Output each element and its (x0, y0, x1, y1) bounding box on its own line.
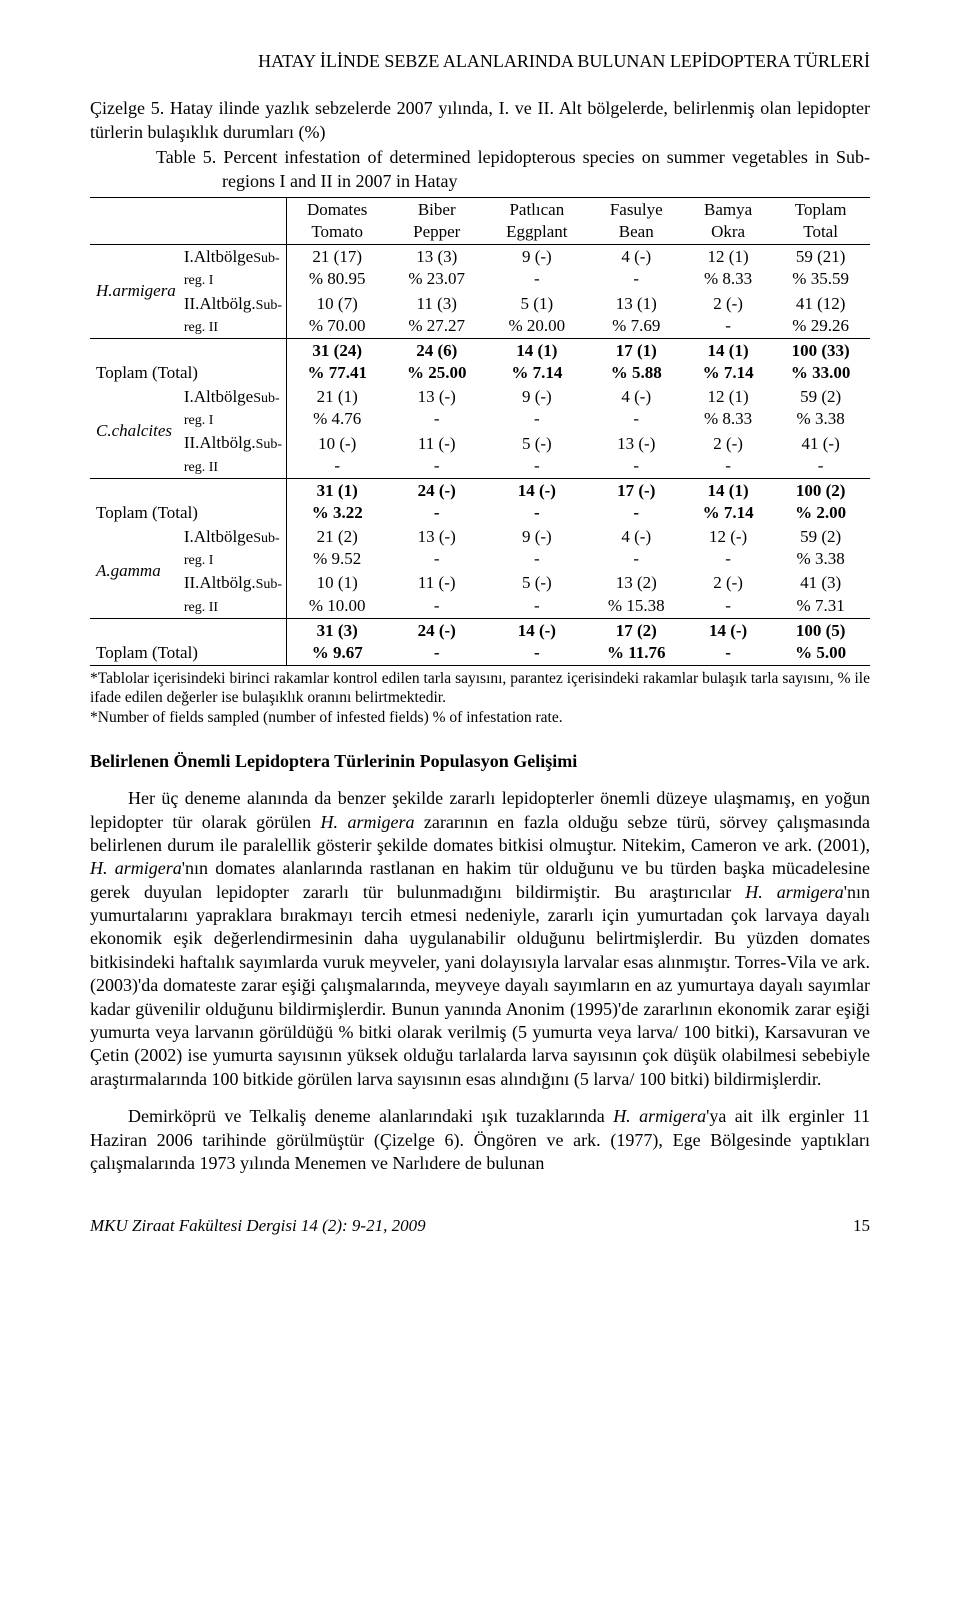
page-footer: MKU Ziraat Fakültesi Dergisi 14 (2): 9-2… (90, 1215, 870, 1237)
total-label: Toplam (Total) (90, 338, 287, 385)
data-cell: 11 (-)- (387, 571, 486, 618)
subregion-label: II.Altbölg.Sub-reg. II (180, 571, 287, 618)
data-cell: 59 (2)% 3.38 (771, 525, 870, 571)
data-cell: 2 (-)- (685, 431, 771, 478)
p2-italic-1: H. armigera (613, 1106, 706, 1126)
p1-italic-1: H. armigera (321, 812, 415, 832)
table-footnote-en: *Number of fields sampled (number of inf… (90, 709, 870, 728)
paragraph-1: Her üç deneme alanında da benzer şekilde… (90, 787, 870, 1091)
data-cell: 59 (2)% 3.38 (771, 385, 870, 431)
species-name: H.armigera (90, 245, 180, 339)
data-cell: 9 (-)- (486, 525, 587, 571)
data-cell: 4 (-)- (588, 385, 685, 431)
data-cell: 41 (3)% 7.31 (771, 571, 870, 618)
data-cell: 59 (21)% 35.59 (771, 245, 870, 292)
subregion-label: I.AltbölgeSub-reg. I (180, 525, 287, 571)
data-cell: 2 (-)- (685, 292, 771, 339)
data-cell: 11 (-)- (387, 431, 486, 478)
column-header: BamyaOkra (685, 197, 771, 244)
total-cell: 24 (-)- (387, 478, 486, 525)
data-cell: 13 (-)- (387, 525, 486, 571)
infestation-table: DomatesTomatoBiberPepperPatlıcanEggplant… (90, 197, 870, 666)
total-cell: 14 (1)% 7.14 (685, 338, 771, 385)
data-cell: 11 (3)% 27.27 (387, 292, 486, 339)
subregion-label: II.Altbölg.Sub-reg. II (180, 292, 287, 339)
total-cell: 14 (-)- (486, 478, 587, 525)
data-cell: 2 (-)- (685, 571, 771, 618)
subregion-label: II.Altbölg.Sub-reg. II (180, 431, 287, 478)
p1-text: 'nın yumurtalarını yapraklara bırakmayı … (90, 882, 870, 1089)
data-cell: 4 (-)- (588, 525, 685, 571)
column-header: DomatesTomato (287, 197, 388, 244)
table-footnote-tr: *Tablolar içerisindeki birinci rakamlar … (90, 670, 870, 707)
data-cell: 13 (3)% 23.07 (387, 245, 486, 292)
data-cell: 9 (-)- (486, 245, 587, 292)
total-cell: 14 (1)% 7.14 (685, 478, 771, 525)
total-cell: 24 (6)% 25.00 (387, 338, 486, 385)
data-cell: 10 (-)- (287, 431, 388, 478)
total-cell: 100 (33)% 33.00 (771, 338, 870, 385)
p1-italic-3: H. armigera (745, 882, 844, 902)
species-name: C.chalcites (90, 385, 180, 478)
data-cell: 21 (1)% 4.76 (287, 385, 388, 431)
total-cell: 31 (1)% 3.22 (287, 478, 388, 525)
data-cell: 5 (-)- (486, 571, 587, 618)
column-header: FasulyeBean (588, 197, 685, 244)
p2-text: Demirköprü ve Telkaliş deneme alanlarınd… (128, 1106, 613, 1126)
subregion-label: I.AltbölgeSub-reg. I (180, 245, 287, 292)
data-cell: 10 (7)% 70.00 (287, 292, 388, 339)
section-heading: Belirlenen Önemli Lepidoptera Türlerinin… (90, 750, 870, 773)
data-cell: 41 (12)% 29.26 (771, 292, 870, 339)
data-cell: 9 (-)- (486, 385, 587, 431)
data-cell: 13 (-)- (387, 385, 486, 431)
journal-ref: MKU Ziraat Fakültesi Dergisi 14 (2): 9-2… (90, 1216, 426, 1235)
total-cell: 100 (2)% 2.00 (771, 478, 870, 525)
total-cell: 100 (5)% 5.00 (771, 618, 870, 665)
species-name: A.gamma (90, 525, 180, 618)
data-cell: 4 (-)- (588, 245, 685, 292)
total-cell: 17 (-)- (588, 478, 685, 525)
total-cell: 14 (-)- (685, 618, 771, 665)
total-cell: 17 (1)% 5.88 (588, 338, 685, 385)
total-cell: 31 (24)% 77.41 (287, 338, 388, 385)
data-cell: 21 (2)% 9.52 (287, 525, 388, 571)
total-cell: 14 (-)- (486, 618, 587, 665)
data-cell: 21 (17)% 80.95 (287, 245, 388, 292)
total-label: Toplam (Total) (90, 478, 287, 525)
data-cell: 12 (-)- (685, 525, 771, 571)
data-cell: 5 (1)% 20.00 (486, 292, 587, 339)
total-cell: 24 (-)- (387, 618, 486, 665)
total-cell: 31 (3)% 9.67 (287, 618, 388, 665)
paragraph-2: Demirköprü ve Telkaliş deneme alanlarınd… (90, 1105, 870, 1175)
column-header: BiberPepper (387, 197, 486, 244)
data-cell: 5 (-)- (486, 431, 587, 478)
data-cell: 12 (1)% 8.33 (685, 245, 771, 292)
total-cell: 14 (1)% 7.14 (486, 338, 587, 385)
p1-italic-2: H. armigera (90, 858, 182, 878)
data-cell: 13 (2)% 15.38 (588, 571, 685, 618)
data-cell: 41 (-)- (771, 431, 870, 478)
running-header: HATAY İLİNDE SEBZE ALANLARINDA BULUNAN L… (90, 50, 870, 73)
data-cell: 13 (-)- (588, 431, 685, 478)
subregion-label: I.AltbölgeSub-reg. I (180, 385, 287, 431)
column-header: PatlıcanEggplant (486, 197, 587, 244)
data-cell: 10 (1)% 10.00 (287, 571, 388, 618)
total-cell: 17 (2)% 11.76 (588, 618, 685, 665)
column-header: ToplamTotal (771, 197, 870, 244)
data-cell: 13 (1)% 7.69 (588, 292, 685, 339)
total-label: Toplam (Total) (90, 618, 287, 665)
data-cell: 12 (1)% 8.33 (685, 385, 771, 431)
table-caption-tr: Çizelge 5. Hatay ilinde yazlık sebzelerd… (90, 97, 870, 144)
page-number: 15 (853, 1215, 870, 1237)
table-caption-en: Table 5. Percent infestation of determin… (156, 146, 870, 193)
